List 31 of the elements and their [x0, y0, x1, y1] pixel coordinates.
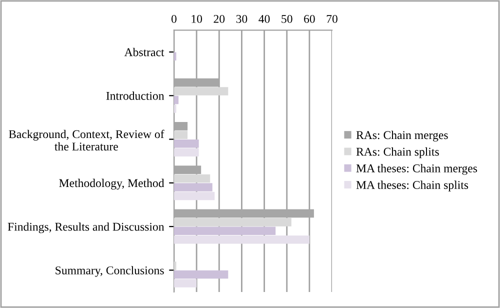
bar — [174, 139, 199, 148]
bar — [174, 235, 310, 244]
x-tick-label: 10 — [192, 14, 202, 23]
x-tick-label: 50 — [282, 14, 292, 23]
y-tick-label: Background, Context, Review of the Literature — [8, 130, 164, 151]
y-tick-label: Methodology, Method — [59, 178, 164, 190]
bar — [174, 270, 228, 279]
x-tick-label: 0 — [172, 14, 176, 23]
x-tick-label: 30 — [236, 14, 248, 23]
y-tick-label: Summary, Conclusions — [56, 266, 164, 277]
bar — [174, 279, 197, 288]
y-tick-label: Introduction — [106, 92, 164, 100]
legend-label: RAs: Chain merges — [356, 130, 448, 142]
x-tick-label: 70 — [326, 14, 338, 23]
x-tick-label: 40 — [258, 14, 270, 23]
bar — [174, 226, 276, 236]
legend-label: MA theses: Chain merges — [356, 164, 478, 175]
bar — [174, 192, 215, 200]
x-tick-label: 20 — [214, 14, 225, 23]
bar — [174, 183, 212, 192]
bar — [174, 148, 199, 157]
bar — [174, 87, 228, 96]
bar — [174, 174, 210, 183]
y-tick-label: Abstract — [124, 48, 164, 56]
legend-label: MA theses: Chain splits — [356, 180, 468, 192]
bar — [174, 96, 179, 104]
x-tick-label: 60 — [304, 14, 315, 23]
bar — [174, 218, 292, 226]
legend-label: RAs: Chain splits — [356, 147, 439, 158]
y-tick-label: Findings, Results and Discussion — [8, 222, 164, 234]
bar — [174, 130, 188, 140]
